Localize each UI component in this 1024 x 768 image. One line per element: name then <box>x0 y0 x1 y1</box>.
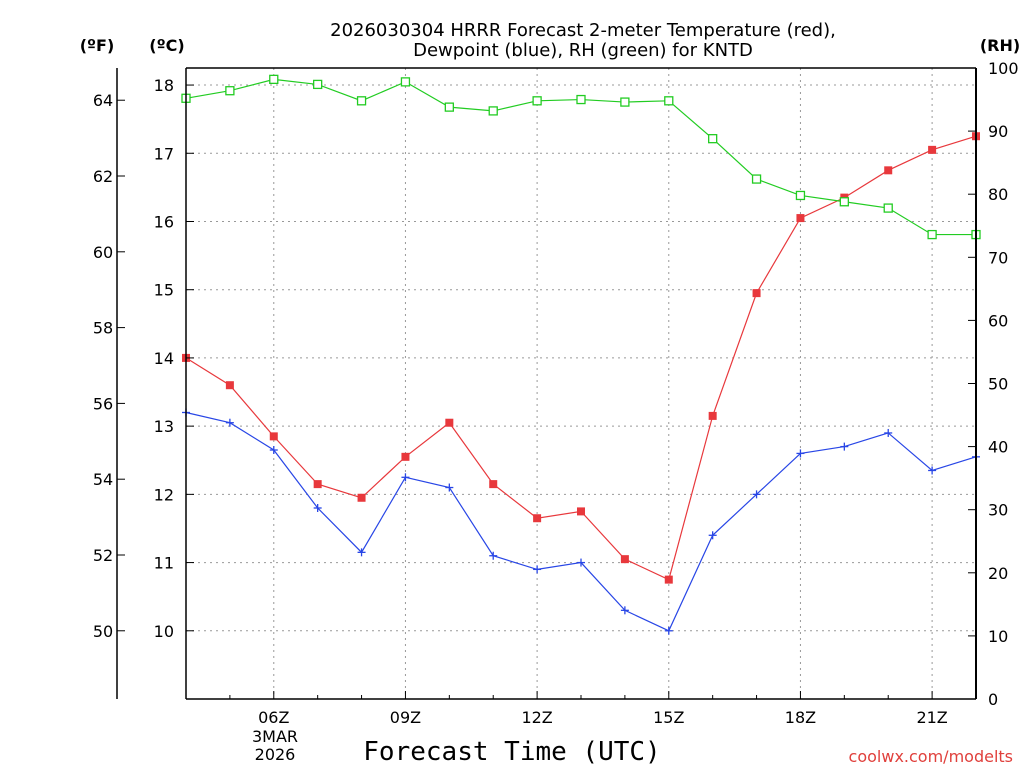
rh-tick-label: 50 <box>988 375 1008 394</box>
dewpoint-point <box>884 428 893 437</box>
x-axis-title: Forecast Time (UTC) <box>363 737 660 767</box>
dewpoint-point <box>313 503 322 512</box>
series-layer <box>181 74 981 635</box>
fahrenheit-tick-label: 60 <box>93 243 113 262</box>
temperature-point <box>313 480 322 489</box>
celsius-tick-label: 12 <box>154 485 174 504</box>
rh-point <box>620 97 630 107</box>
axes: 10 11 12 13 14 15 16 17 18 50 52 54 56 58 60 62 64 0 10 20 3… <box>93 59 1019 727</box>
temperature-point <box>620 555 629 564</box>
fahrenheit-tick-label: 62 <box>93 167 113 186</box>
celsius-tick-label: 16 <box>154 212 174 231</box>
rh-point <box>444 102 454 112</box>
temperature-point <box>489 480 498 489</box>
fahrenheit-tick-label: 50 <box>93 622 113 641</box>
temperature-point <box>357 493 366 502</box>
dewpoint-point <box>796 449 805 458</box>
rh-tick-label: 70 <box>988 248 1008 267</box>
x-tick-label: 21Z <box>916 708 947 727</box>
fahrenheit-tick-label: 58 <box>93 319 113 338</box>
fahrenheit-tick-label: 54 <box>93 470 113 489</box>
dewpoint-point <box>664 626 673 635</box>
date-label-year: 2026 <box>255 745 296 764</box>
rh-point <box>269 74 279 85</box>
rh-point <box>532 96 542 106</box>
rh-point <box>927 229 937 240</box>
dewpoint-point <box>401 473 410 482</box>
fahrenheit-tick-label: 64 <box>93 91 113 110</box>
rh-tick-label: 90 <box>988 122 1008 141</box>
chart-title-line1: 2026030304 HRRR Forecast 2-meter Tempera… <box>330 20 836 41</box>
dewpoint-point <box>489 551 498 560</box>
rh-point <box>795 190 806 201</box>
rh-tick-label: 0 <box>988 690 998 709</box>
chart-title-line2: Dewpoint (blue), RH (green) for KNTD <box>413 40 753 61</box>
fahrenheit-tick-label: 52 <box>93 546 113 565</box>
rh-point <box>225 86 235 96</box>
temperature-point <box>884 166 893 175</box>
rh-tick-label: 40 <box>988 438 1008 457</box>
rh-point <box>708 134 718 144</box>
rh-tick-label: 80 <box>988 185 1008 204</box>
temperature-point <box>577 507 585 516</box>
rh-tick-label: 30 <box>988 501 1008 520</box>
rh-tick-label: 100 <box>988 59 1019 78</box>
rh-point <box>576 94 586 105</box>
credit-text: coolwx.com/modelts <box>849 747 1013 766</box>
dewpoint-point <box>620 606 629 615</box>
temperature-point <box>533 514 542 523</box>
celsius-tick-label: 14 <box>154 349 174 368</box>
temperature-point <box>752 289 761 298</box>
dewpoint-point <box>357 548 366 557</box>
dewpoint-point <box>533 565 542 574</box>
grid <box>186 68 976 699</box>
rh-point <box>356 96 367 106</box>
temperature-point <box>796 214 805 223</box>
rh-point <box>488 106 498 116</box>
rh-unit-label: (RH) <box>980 36 1020 55</box>
dewpoint-point <box>445 483 454 492</box>
temperature-point <box>664 575 673 584</box>
x-tick-label: 09Z <box>390 708 421 727</box>
x-tick-label: 18Z <box>785 708 816 727</box>
temperature-point <box>708 411 717 420</box>
dewpoint-point <box>269 446 278 455</box>
rh-tick-label: 10 <box>988 627 1008 646</box>
celsius-tick-label: 18 <box>154 76 174 95</box>
x-tick-label: 15Z <box>653 708 684 727</box>
temperature-point <box>401 452 410 461</box>
x-tick-label: 12Z <box>521 708 552 727</box>
fahrenheit-unit-label: (ºF) <box>80 36 115 55</box>
temperature-point <box>225 381 234 390</box>
dewpoint-point <box>708 531 717 540</box>
rh-point <box>751 174 762 184</box>
rh-tick-label: 20 <box>988 564 1008 583</box>
celsius-unit-label: (ºC) <box>149 36 184 55</box>
x-tick-label: 06Z <box>258 708 289 727</box>
celsius-tick-label: 17 <box>154 144 174 163</box>
dewpoint-point <box>225 418 234 427</box>
rh-point <box>664 96 674 106</box>
dewpoint-line <box>185 411 977 632</box>
fahrenheit-tick-label: 56 <box>93 394 113 413</box>
temperature-point <box>269 432 278 441</box>
rh-point <box>400 77 411 87</box>
celsius-tick-label: 10 <box>154 622 174 641</box>
celsius-tick-label: 15 <box>154 281 174 300</box>
rh-point <box>883 203 893 213</box>
celsius-tick-label: 13 <box>154 417 174 436</box>
dewpoint-point <box>752 490 761 499</box>
celsius-tick-label: 11 <box>154 554 174 573</box>
temperature-point <box>445 418 454 427</box>
date-label-month: 3MAR <box>252 727 298 746</box>
rh-point <box>839 197 849 207</box>
dewpoint-point <box>577 558 585 567</box>
rh-tick-label: 60 <box>988 311 1008 330</box>
temperature-point <box>928 145 937 154</box>
rh-point <box>313 79 323 90</box>
dewpoint-point <box>840 442 849 451</box>
dewpoint-point <box>928 466 937 475</box>
